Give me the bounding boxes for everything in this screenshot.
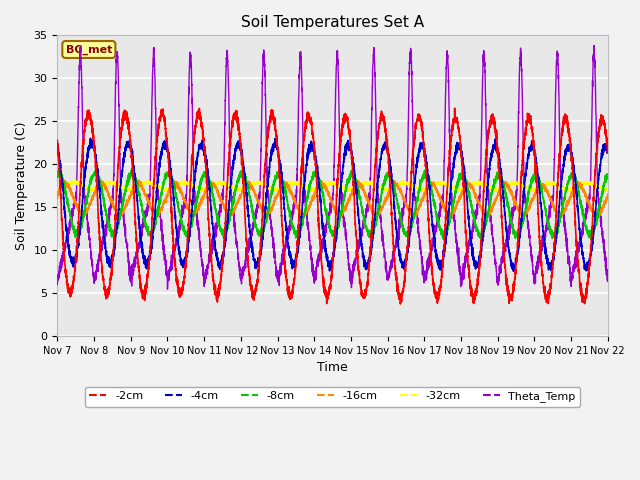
Title: Soil Temperatures Set A: Soil Temperatures Set A: [241, 15, 424, 30]
Legend: -2cm, -4cm, -8cm, -16cm, -32cm, Theta_Temp: -2cm, -4cm, -8cm, -16cm, -32cm, Theta_Te…: [85, 387, 580, 407]
Y-axis label: Soil Temperature (C): Soil Temperature (C): [15, 121, 28, 250]
X-axis label: Time: Time: [317, 361, 348, 374]
Text: BC_met: BC_met: [66, 44, 112, 55]
